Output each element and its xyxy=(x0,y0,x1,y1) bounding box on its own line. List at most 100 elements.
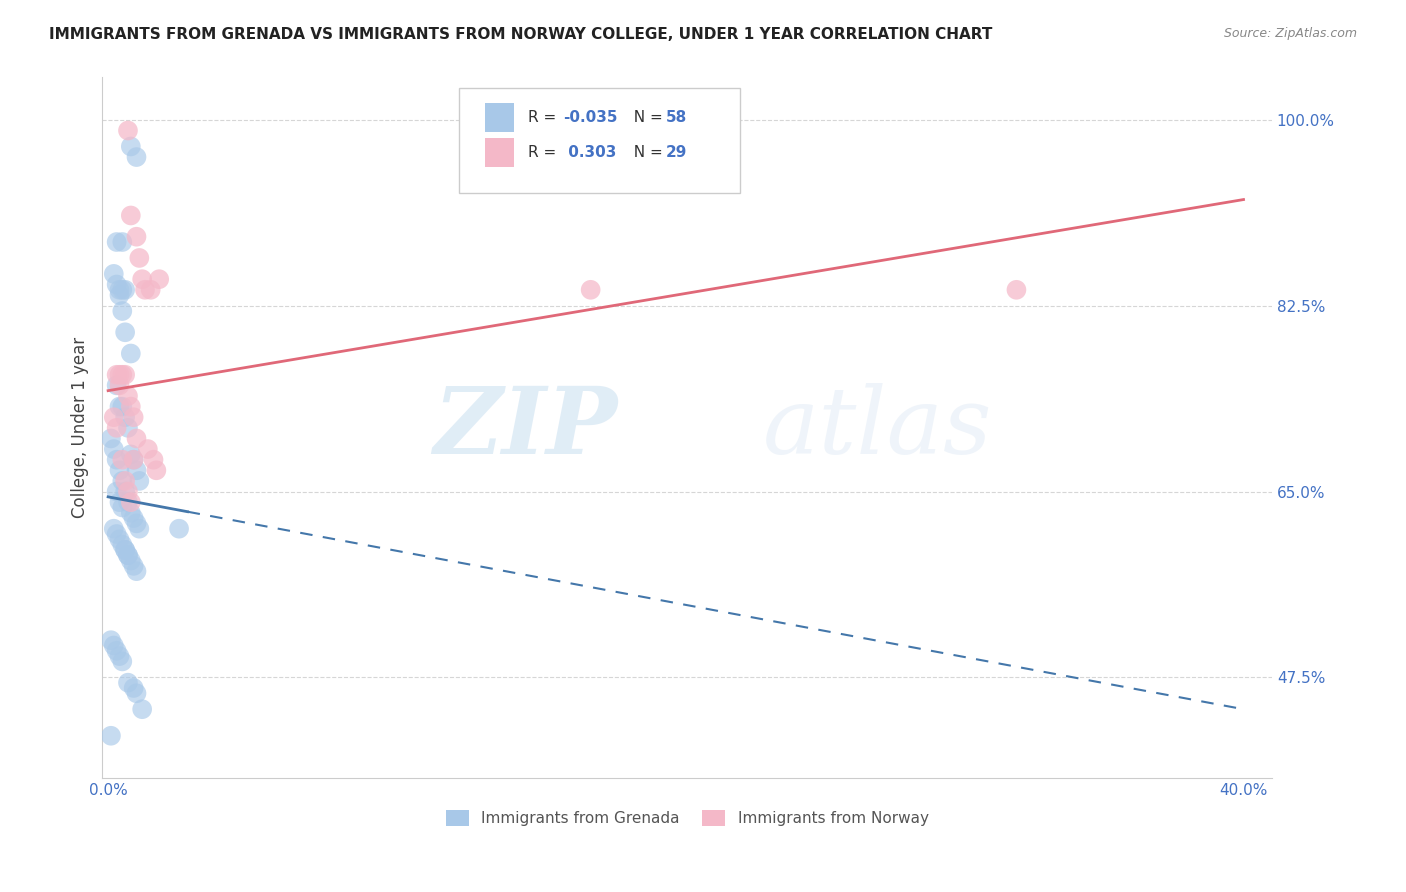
Point xyxy=(579,283,602,297)
Point xyxy=(108,649,131,664)
Point xyxy=(120,139,142,153)
Text: ZIP: ZIP xyxy=(433,383,617,473)
Point xyxy=(117,548,139,562)
Point xyxy=(122,410,145,425)
FancyBboxPatch shape xyxy=(460,88,740,193)
Y-axis label: College, Under 1 year: College, Under 1 year xyxy=(72,337,89,518)
Text: N =: N = xyxy=(624,145,668,160)
Point xyxy=(111,655,134,669)
Point xyxy=(148,272,170,286)
Point xyxy=(111,452,134,467)
Point xyxy=(111,538,134,552)
FancyBboxPatch shape xyxy=(485,103,515,132)
Point xyxy=(134,283,156,297)
Point xyxy=(108,368,131,382)
Point xyxy=(120,506,142,520)
Point xyxy=(114,326,136,340)
Point xyxy=(122,452,145,467)
Point xyxy=(111,283,134,297)
Point xyxy=(117,675,139,690)
Point xyxy=(142,452,165,467)
FancyBboxPatch shape xyxy=(485,137,515,167)
Point xyxy=(117,389,139,403)
Point xyxy=(1005,283,1028,297)
Legend: Immigrants from Grenada, Immigrants from Norway: Immigrants from Grenada, Immigrants from… xyxy=(439,803,936,834)
Point xyxy=(122,511,145,525)
Point xyxy=(125,516,148,531)
Text: IMMIGRANTS FROM GRENADA VS IMMIGRANTS FROM NORWAY COLLEGE, UNDER 1 YEAR CORRELAT: IMMIGRANTS FROM GRENADA VS IMMIGRANTS FR… xyxy=(49,27,993,42)
Point xyxy=(114,543,136,558)
Point xyxy=(108,378,131,392)
Text: R =: R = xyxy=(529,145,561,160)
Point xyxy=(125,686,148,700)
Point xyxy=(125,229,148,244)
Point xyxy=(120,209,142,223)
Point xyxy=(128,474,150,488)
Point xyxy=(100,729,122,743)
Point xyxy=(114,484,136,499)
Point xyxy=(100,432,122,446)
Point xyxy=(131,702,153,716)
Point xyxy=(111,500,134,515)
Point xyxy=(111,368,134,382)
Point xyxy=(111,400,134,414)
Point xyxy=(120,553,142,567)
Text: 0.303: 0.303 xyxy=(564,145,617,160)
Point xyxy=(103,442,125,456)
Text: atlas: atlas xyxy=(763,383,993,473)
Point xyxy=(105,368,128,382)
Point xyxy=(136,442,159,456)
Point xyxy=(120,495,142,509)
Point xyxy=(108,400,131,414)
Point xyxy=(122,681,145,695)
Point xyxy=(103,639,125,653)
Point xyxy=(108,533,131,547)
Point xyxy=(167,522,190,536)
Point xyxy=(105,421,128,435)
Point xyxy=(105,452,128,467)
Text: 29: 29 xyxy=(666,145,688,160)
Point xyxy=(125,432,148,446)
Point xyxy=(108,495,131,509)
Point xyxy=(108,463,131,477)
Point xyxy=(105,378,128,392)
Point xyxy=(114,368,136,382)
Point xyxy=(117,484,139,499)
Point xyxy=(111,235,134,249)
Point xyxy=(103,522,125,536)
Point xyxy=(125,150,148,164)
Point xyxy=(105,644,128,658)
Point xyxy=(122,558,145,573)
Point xyxy=(128,251,150,265)
Point xyxy=(125,564,148,578)
Text: -0.035: -0.035 xyxy=(564,110,617,125)
Point xyxy=(108,288,131,302)
Point xyxy=(103,267,125,281)
Point xyxy=(145,463,167,477)
Point xyxy=(117,495,139,509)
Point xyxy=(117,123,139,137)
Point xyxy=(114,410,136,425)
Point xyxy=(105,277,128,292)
Point xyxy=(125,463,148,477)
Text: 58: 58 xyxy=(666,110,688,125)
Point xyxy=(122,452,145,467)
Point xyxy=(103,410,125,425)
Point xyxy=(114,474,136,488)
Point xyxy=(120,447,142,461)
Point xyxy=(114,543,136,558)
Point xyxy=(111,304,134,318)
Point xyxy=(117,421,139,435)
Point xyxy=(139,283,162,297)
Point xyxy=(108,283,131,297)
Point xyxy=(128,522,150,536)
Point xyxy=(105,527,128,541)
Point xyxy=(131,272,153,286)
Text: N =: N = xyxy=(624,110,668,125)
Point xyxy=(111,474,134,488)
Point xyxy=(117,548,139,562)
Point xyxy=(105,235,128,249)
Point xyxy=(120,346,142,360)
Text: R =: R = xyxy=(529,110,561,125)
Text: Source: ZipAtlas.com: Source: ZipAtlas.com xyxy=(1223,27,1357,40)
